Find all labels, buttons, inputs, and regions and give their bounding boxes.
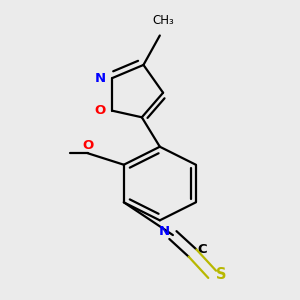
Text: C: C bbox=[197, 243, 206, 256]
Text: O: O bbox=[94, 104, 106, 117]
Text: N: N bbox=[159, 225, 170, 238]
Text: O: O bbox=[82, 139, 94, 152]
Text: CH₃: CH₃ bbox=[152, 14, 174, 27]
Text: N: N bbox=[94, 71, 106, 85]
Text: S: S bbox=[216, 267, 226, 282]
